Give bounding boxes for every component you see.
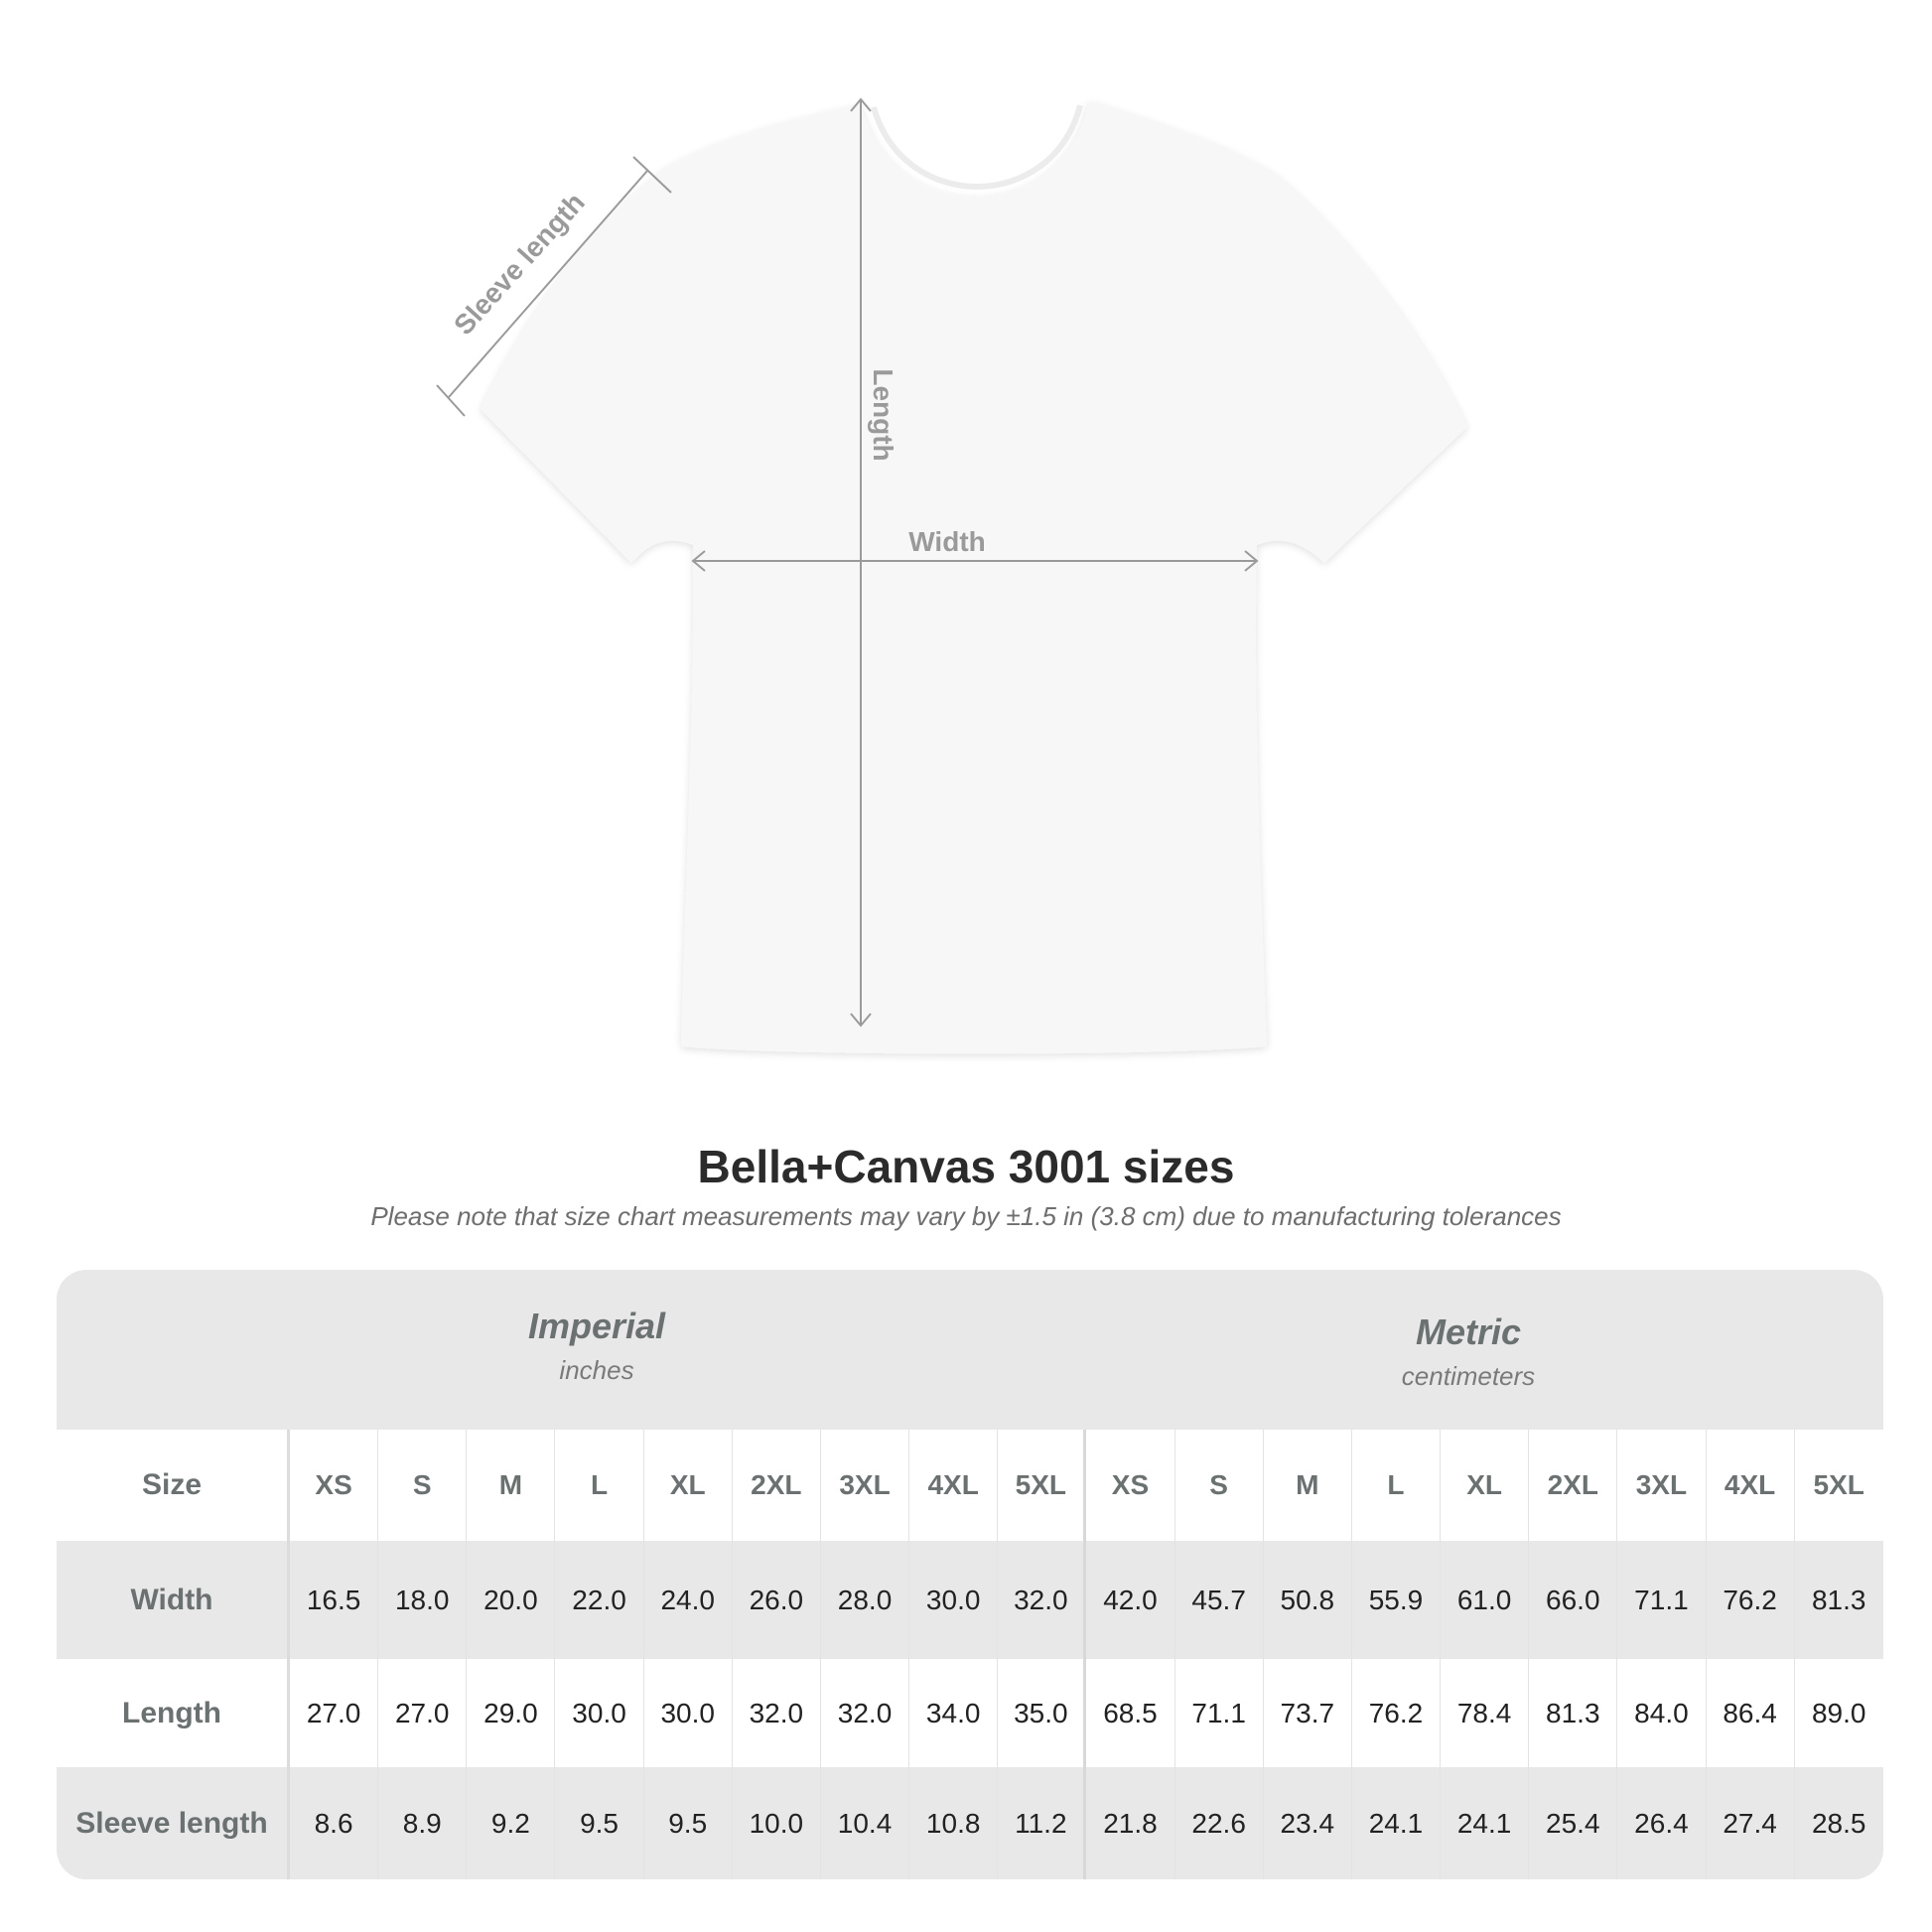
- table-cell: 29.0: [467, 1659, 556, 1767]
- table-cell: 22.6: [1175, 1767, 1264, 1879]
- size-header-cell: S: [378, 1430, 468, 1541]
- table-cell: 28.5: [1811, 1807, 1866, 1839]
- size-header-cell: 5XL: [1813, 1469, 1864, 1500]
- imperial-title: Imperial: [527, 1306, 666, 1346]
- table-cell: 89.0: [1811, 1697, 1866, 1728]
- page-title: Bella+Canvas 3001 sizes: [697, 1141, 1235, 1192]
- table-cell: 76.2: [1352, 1659, 1442, 1767]
- table-cell: 18.0: [378, 1541, 468, 1659]
- table-cell: 78.4: [1441, 1659, 1530, 1767]
- size-header-cell: 2XL: [733, 1430, 821, 1541]
- size-header-cell: 4XL: [909, 1430, 999, 1541]
- row-label: Width: [57, 1541, 290, 1659]
- table-cell: 81.3: [1811, 1584, 1866, 1615]
- table-cell: 10.8: [909, 1767, 999, 1879]
- sleeve-arrow: [448, 170, 648, 398]
- size-header-cell: XS: [290, 1430, 379, 1541]
- size-table: Imperial inches Metric centimeters Size …: [57, 1270, 1883, 1879]
- size-header-cell: 5XL: [998, 1430, 1087, 1541]
- row-label: Sleeve length: [57, 1767, 290, 1879]
- table-cell: 24.1: [1441, 1767, 1530, 1879]
- table-cell: 32.0: [733, 1659, 821, 1767]
- table-cell: 71.1: [1175, 1659, 1264, 1767]
- table-cell: 68.5: [1086, 1659, 1175, 1767]
- table-row: Sleeve length 8.6 8.9 9.2 9.5 9.5 10.0 10.4 10.8…: [57, 1767, 1883, 1879]
- table-cell: 8.9: [378, 1767, 468, 1879]
- table-cell: 30.0: [644, 1659, 733, 1767]
- size-header-cell: XS: [1086, 1430, 1175, 1541]
- size-header-cell: XL: [644, 1430, 733, 1541]
- width-label: Width: [908, 526, 986, 557]
- measure-lines: [436, 97, 1259, 1028]
- table-cell: 76.2: [1707, 1541, 1795, 1659]
- table-cell: 27.0: [290, 1659, 379, 1767]
- size-header-cell: M: [467, 1430, 556, 1541]
- row-label: Length: [57, 1659, 290, 1767]
- metric-header: Metric centimeters: [1171, 1311, 1766, 1392]
- table-cell: 9.5: [644, 1767, 733, 1879]
- tolerance-note: Please note that size chart measurements…: [370, 1201, 1562, 1231]
- table-cell: 66.0: [1529, 1541, 1618, 1659]
- metric-title: Metric: [1415, 1311, 1522, 1352]
- table-cell: 73.7: [1264, 1659, 1352, 1767]
- table-cell: 10.4: [821, 1767, 910, 1879]
- table-row: Length 27.0 27.0 29.0 30.0 30.0 32.0 32.0 34.0 35…: [57, 1659, 1883, 1767]
- size-header-cell: 2XL: [1529, 1430, 1618, 1541]
- table-cell: 26.0: [733, 1541, 821, 1659]
- table-cell: 9.2: [467, 1767, 556, 1879]
- table-cell: 27.4: [1707, 1767, 1795, 1879]
- imperial-unit: inches: [559, 1355, 634, 1385]
- size-header-cell: L: [555, 1430, 644, 1541]
- table-cell: 45.7: [1175, 1541, 1264, 1659]
- table-cell: 30.0: [555, 1659, 644, 1767]
- table-cell: 22.0: [555, 1541, 644, 1659]
- table-cell: 35.0: [998, 1659, 1087, 1767]
- size-header-cell: M: [1264, 1430, 1352, 1541]
- metric-unit: centimeters: [1401, 1361, 1536, 1391]
- table-cell: 50.8: [1264, 1541, 1352, 1659]
- table-cell: 8.6: [290, 1767, 379, 1879]
- table-cell: 10.0: [733, 1767, 821, 1879]
- table-cell: 11.2: [998, 1767, 1087, 1879]
- table-cell: 20.0: [467, 1541, 556, 1659]
- tshirt-shape: [481, 101, 1467, 1054]
- table-cell: 42.0: [1086, 1541, 1175, 1659]
- table-cell: 81.3: [1529, 1659, 1618, 1767]
- table-cell: 9.5: [555, 1767, 644, 1879]
- table-cell: 25.4: [1529, 1767, 1618, 1879]
- table-cell: 84.0: [1617, 1659, 1707, 1767]
- table-cell: 86.4: [1707, 1659, 1795, 1767]
- tshirt-diagram: Sleeve length Length Width: [436, 97, 1467, 1054]
- size-header-cell: 3XL: [821, 1430, 910, 1541]
- table-cell: 28.0: [821, 1541, 910, 1659]
- table-cell: 71.1: [1617, 1541, 1707, 1659]
- table-cell: 32.0: [998, 1541, 1087, 1659]
- table-cell: 27.0: [378, 1659, 468, 1767]
- table-cell: 21.8: [1086, 1767, 1175, 1879]
- table-cell: 23.4: [1264, 1767, 1352, 1879]
- table-cell: 24.0: [644, 1541, 733, 1659]
- size-label: Size: [57, 1430, 290, 1541]
- table-cell: 30.0: [909, 1541, 999, 1659]
- table-cell: 24.1: [1352, 1767, 1442, 1879]
- size-header-cell: 4XL: [1707, 1430, 1795, 1541]
- length-label: Length: [868, 368, 898, 461]
- table-cell: 26.4: [1617, 1767, 1707, 1879]
- table-cell: 61.0: [1441, 1541, 1530, 1659]
- table-cell: 16.5: [290, 1541, 379, 1659]
- table-cell: 34.0: [909, 1659, 999, 1767]
- table-cell: 32.0: [821, 1659, 910, 1767]
- size-row: Size XS S M L XL 2XL 3XL 4XL 5XL XS S M L XL 2XL 3XL 4XL…: [57, 1430, 1883, 1541]
- table-cell: 55.9: [1352, 1541, 1442, 1659]
- imperial-header: Imperial inches: [299, 1306, 895, 1386]
- size-header-cell: 3XL: [1617, 1430, 1707, 1541]
- table-header: Imperial inches Metric centimeters: [57, 1270, 1883, 1430]
- size-header-cell: XL: [1441, 1430, 1530, 1541]
- table-row: Width 16.5 18.0 20.0 22.0 24.0 26.0 28.0 30.0 32.…: [57, 1541, 1883, 1659]
- size-header-cell: S: [1175, 1430, 1264, 1541]
- size-header-cell: L: [1352, 1430, 1442, 1541]
